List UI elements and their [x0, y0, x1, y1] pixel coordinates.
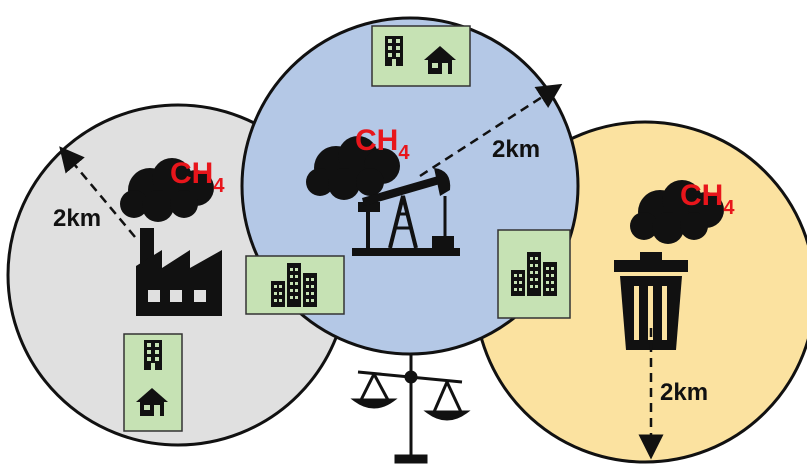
center-right-city-box [497, 229, 571, 319]
left-methane-label: CH4 [170, 157, 225, 197]
balance-scale-icon [350, 355, 471, 464]
center-methane-label: CH4 [355, 124, 410, 164]
right-radius-label: 2km [660, 379, 708, 406]
center-residential-box [371, 25, 471, 87]
center-radius-label: 2km [492, 136, 540, 163]
center-radius-arrow [419, 83, 563, 178]
oil-pump-icon [352, 168, 460, 256]
right-methane-label: CH4 [680, 179, 735, 219]
trash-can-icon [614, 252, 688, 350]
center-left-city-box [245, 255, 345, 315]
left-residential-box [123, 333, 183, 432]
apartment-building-icon [385, 36, 403, 66]
factory-icon [136, 228, 222, 316]
left-radius-label: 2km [53, 205, 101, 232]
left-radius-arrow [59, 146, 136, 238]
apartment-building-icon [144, 340, 162, 370]
